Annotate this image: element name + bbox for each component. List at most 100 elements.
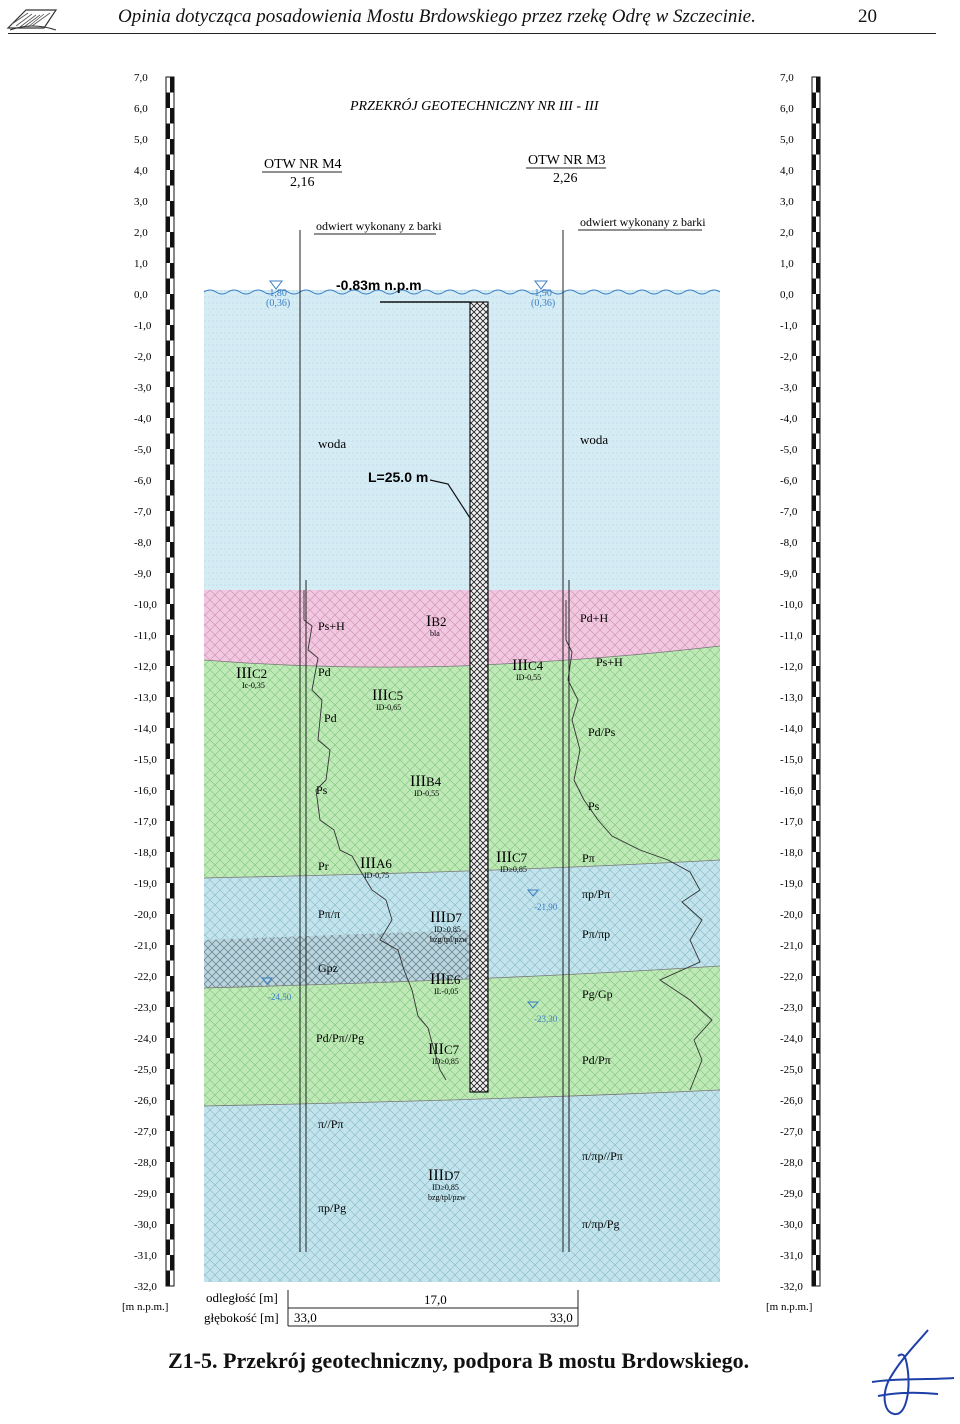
scale-segment — [816, 790, 820, 806]
svg-text:Ic-0,35: Ic-0,35 — [242, 681, 265, 690]
scale-tick-label: -1,0 — [134, 320, 152, 332]
svg-text:Pπ: Pπ — [582, 851, 595, 865]
scale-tick-label: 7,0 — [780, 72, 794, 84]
scale-tick-label: -5,0 — [780, 444, 798, 456]
scale-segment — [812, 991, 816, 1007]
layer-organic-pink — [204, 590, 720, 668]
scale-segment — [816, 139, 820, 155]
svg-text:IIIE6: IIIE6 — [430, 971, 461, 988]
svg-text:Ps: Ps — [588, 799, 600, 813]
scale-tick-label: 7,0 — [134, 72, 148, 84]
scale-segment — [166, 650, 170, 666]
scale-tick-label: -29,0 — [134, 1188, 157, 1200]
scale-tick-label: -26,0 — [134, 1095, 157, 1107]
scale-segment — [812, 123, 816, 139]
borehole-name: OTW NR M4 — [264, 157, 342, 172]
scale-segment — [812, 650, 816, 666]
scale-segment — [166, 1239, 170, 1255]
svg-text:bla: bla — [430, 629, 440, 638]
scale-segment — [816, 728, 820, 744]
groundwater-marker-icon — [526, 1001, 540, 1009]
scale-segment — [812, 867, 816, 883]
scale-segment — [816, 511, 820, 527]
svg-text:ID≥0,85: ID≥0,85 — [434, 925, 461, 934]
scale-segment — [812, 929, 816, 945]
scale-segment — [170, 449, 174, 465]
scale-segment — [812, 619, 816, 635]
scale-segment — [812, 898, 816, 914]
elevation-scale-right: 7,0 6,0 5,0 4,0 3,0 2,0 1,0 0,0 -1,0 -2,0 -3,0 -4,0… — [780, 72, 821, 1293]
svg-text:π/πp//Pπ: π/πp//Pπ — [582, 1149, 623, 1163]
figure-caption: Z1-5. Przekrój geotechniczny, podpora B … — [168, 1348, 750, 1373]
page-header: Opinia dotycząca posadowienia Mostu Brdo… — [0, 0, 960, 40]
scale-segment — [170, 77, 174, 93]
scale-tick-label: -30,0 — [780, 1219, 803, 1231]
scale-segment — [170, 790, 174, 806]
scale-tick-label: 2,0 — [134, 227, 148, 239]
scale-segment — [166, 619, 170, 635]
scale-segment — [816, 1131, 820, 1147]
soil-layers — [203, 289, 721, 1282]
scale-segment — [166, 557, 170, 573]
scale-segment — [170, 1193, 174, 1209]
scale-segment — [812, 278, 816, 294]
scale-segment — [816, 232, 820, 248]
elevation-scale-left: 7,0 6,0 5,0 4,0 3,0 2,0 1,0 0,0 -1,0 -2,0 -3,0 -4,0… — [134, 72, 175, 1293]
scale-segment — [170, 170, 174, 186]
scale-tick-label: -10,0 — [134, 599, 157, 611]
svg-text:IIIC7: IIIC7 — [496, 849, 528, 866]
scale-tick-label: -18,0 — [134, 847, 157, 859]
scale-tick-label: 0,0 — [134, 289, 148, 301]
water-level-marker-icon — [534, 280, 548, 290]
svg-text:ID-0,65: ID-0,65 — [376, 703, 401, 712]
scale-tick-label: -2,0 — [780, 351, 798, 363]
svg-text:πp/Pg: πp/Pg — [318, 1201, 346, 1215]
scale-segment — [170, 914, 174, 930]
layer-sand-green-upper — [204, 646, 720, 878]
scale-tick-label: -13,0 — [780, 692, 803, 704]
scale-segment — [816, 77, 820, 93]
scale-segment — [812, 526, 816, 542]
section-title: PRZEKRÓJ GEOTECHNICZNY NR III - III — [349, 97, 600, 114]
scale-segment — [812, 464, 816, 480]
svg-text:ID-0,55: ID-0,55 — [414, 789, 439, 798]
sounding-profile-right — [565, 600, 713, 1091]
scale-segment — [166, 309, 170, 325]
scale-segment — [170, 573, 174, 589]
scale-segment — [812, 557, 816, 573]
scale-segment — [170, 604, 174, 620]
scale-tick-label: -17,0 — [134, 816, 157, 828]
svg-text:bzg/tpl/pzw: bzg/tpl/pzw — [430, 935, 468, 944]
scale-tick-label: -18,0 — [780, 847, 803, 859]
water-level-value: -1,80 — [266, 288, 287, 299]
scale-segment — [816, 821, 820, 837]
scale-tick-label: 5,0 — [780, 134, 794, 146]
water-level-sub: (0,36) — [531, 298, 555, 309]
scale-segment — [812, 402, 816, 418]
scale-segment — [816, 201, 820, 217]
svg-text:-21,90: -21,90 — [534, 902, 558, 912]
scale-tick-label: -12,0 — [134, 661, 157, 673]
scale-tick-label: -3,0 — [134, 382, 152, 394]
scale-tick-label: -3,0 — [780, 382, 798, 394]
scale-segment — [166, 898, 170, 914]
scale-segment — [170, 418, 174, 434]
bridge-logo-icon — [6, 9, 58, 31]
svg-text:ID≥0,85: ID≥0,85 — [432, 1183, 459, 1192]
scale-tick-label: -2,0 — [134, 351, 152, 363]
scale-segment — [166, 1022, 170, 1038]
borehole-header-right: OTW NR M3 2,26 odwiert wykonany z barki … — [526, 153, 706, 309]
layer-gravel-gray — [204, 930, 470, 993]
scale-segment — [166, 991, 170, 1007]
groundwater-marker-icon — [260, 977, 274, 985]
document-title: Opinia dotycząca posadowienia Mostu Brdo… — [118, 6, 756, 27]
depth-value-right: 33,0 — [550, 1310, 573, 1325]
water-level-sub: (0,36) — [266, 298, 290, 309]
scale-segment — [170, 511, 174, 527]
scale-segment — [170, 883, 174, 899]
